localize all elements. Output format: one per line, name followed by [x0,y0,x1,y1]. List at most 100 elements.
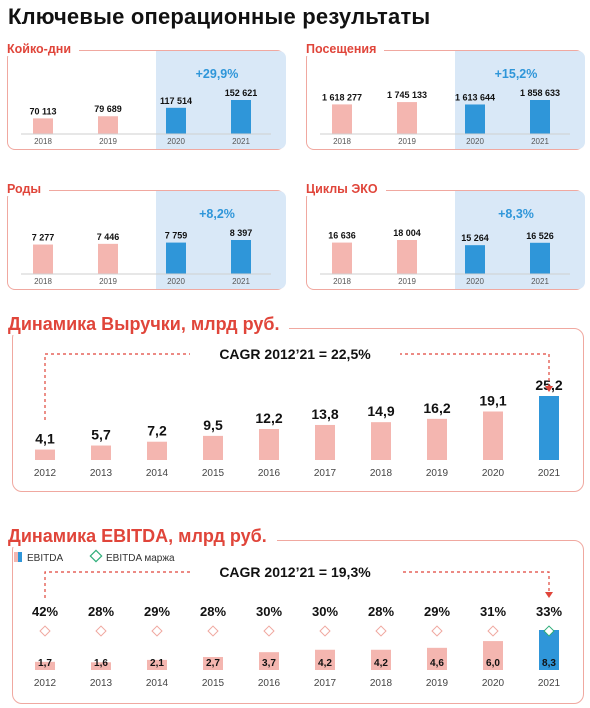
tick-label: 2018 [333,137,351,146]
data-label: 4,1 [35,431,55,447]
tick-label: 2021 [232,277,250,286]
tick-label: 2021 [538,468,561,479]
tick-label: 2019 [398,277,416,286]
tick-label: 2016 [258,468,281,479]
margin-label: 29% [144,604,170,619]
bar [166,107,186,134]
arrow-head [545,592,553,598]
tick-label: 2020 [167,277,185,286]
bar [259,429,279,460]
margin-label: 30% [256,604,282,619]
data-label: 1 745 133 [387,90,427,100]
data-label: 1,6 [94,658,108,669]
bar [203,656,223,670]
bar [539,396,559,460]
data-label: 2,1 [150,658,164,669]
bar [91,662,111,670]
margin-marker [487,625,499,637]
tick-label: 2012 [34,468,57,479]
data-label: 7 277 [32,233,55,243]
legend-label: EBITDA [27,553,63,564]
bar [371,649,391,670]
chart-title: Роды [7,182,50,196]
margin-label: 28% [200,604,226,619]
bar [483,411,503,460]
data-label: 4,2 [318,658,332,669]
data-label: 2,7 [206,658,220,669]
data-label: 9,5 [203,417,223,433]
bar [35,661,55,670]
data-label: 7 446 [97,232,120,242]
margin-marker [263,625,275,637]
margin-marker [207,625,219,637]
bar [33,244,53,274]
growth-label: +8,2% [199,207,235,221]
bar [166,242,186,274]
tick-label: 2019 [426,468,449,479]
data-label: 7 759 [165,231,188,241]
data-label: 18 004 [393,228,421,238]
margin-label: 33% [536,604,562,619]
tick-label: 2017 [314,678,337,689]
data-label: 4,2 [374,658,388,669]
tick-label: 2013 [90,468,113,479]
tick-label: 2021 [538,678,561,689]
bar [332,242,352,274]
margin-marker [431,625,443,637]
bar [147,659,167,670]
bar [231,240,251,274]
bar [465,104,485,134]
tick-label: 2020 [466,137,484,146]
mini-chart-visits: Посещения 1 618 277 2018 1 745 133 2019 1 61… [306,42,586,154]
data-label: 6,0 [486,658,500,669]
cagr-bg [190,344,400,364]
ebitda-chart-svg: EBITDA EBITDA маржа 1,7 2012 42% 1,6 2013 28% 2,… [14,549,562,689]
ebitda-chart-frame [12,540,584,704]
margin-label: 28% [88,604,114,619]
bar [203,435,223,460]
margin-marker [543,625,555,637]
margin-label: 28% [368,604,394,619]
tick-label: 2019 [426,678,449,689]
margin-marker [375,625,387,637]
cagr-label: CAGR 2012’21 = 22,5% [219,346,371,362]
cagr-bg [190,562,400,582]
growth-label: +15,2% [495,67,538,81]
tick-label: 2020 [466,277,484,286]
page-title: Ключевые операционные результаты [8,4,431,29]
margin-label: 29% [424,604,450,619]
tick-label: 2014 [146,468,169,479]
data-label: 1 618 277 [322,92,362,102]
mini-chart-births: Роды 7 277 2018 7 446 2019 7 759 2020 8 397 202… [7,182,287,294]
bar [98,116,118,134]
data-label: 70 113 [29,106,56,116]
bar [91,445,111,460]
bar [397,240,417,274]
data-label: 4,6 [430,658,444,669]
tick-label: 2018 [34,137,52,146]
ebitda-chart-title: Динамика EBITDA, млрд руб. [8,526,277,547]
tick-label: 2020 [482,678,505,689]
tick-label: 2019 [99,277,117,286]
bar [98,243,118,274]
tick-label: 2015 [202,468,225,479]
tick-label: 2013 [90,678,113,689]
bar [530,100,550,134]
legend-swatch-ebitda [14,552,18,562]
data-label: 12,2 [255,410,282,426]
mini-chart-ivf-cycles: Циклы ЭКО 16 636 2018 18 004 2019 15 264 2020… [306,182,586,294]
arrow-head [545,386,553,392]
tick-label: 2018 [370,678,393,689]
bar [397,102,417,134]
data-label: 1 858 633 [520,88,560,98]
data-label: 5,7 [91,427,111,443]
legend-label: EBITDA маржа [106,553,175,564]
mini-chart-bed-days: Койко-дни 70 113 2018 79 689 2019 117 514 202… [7,42,287,154]
bar [35,449,55,460]
data-label: 16 636 [328,231,356,241]
data-label: 8 397 [230,228,253,238]
tick-label: 2018 [333,277,351,286]
bar [33,118,53,134]
tick-label: 2019 [99,137,117,146]
data-label: 13,8 [311,406,338,422]
